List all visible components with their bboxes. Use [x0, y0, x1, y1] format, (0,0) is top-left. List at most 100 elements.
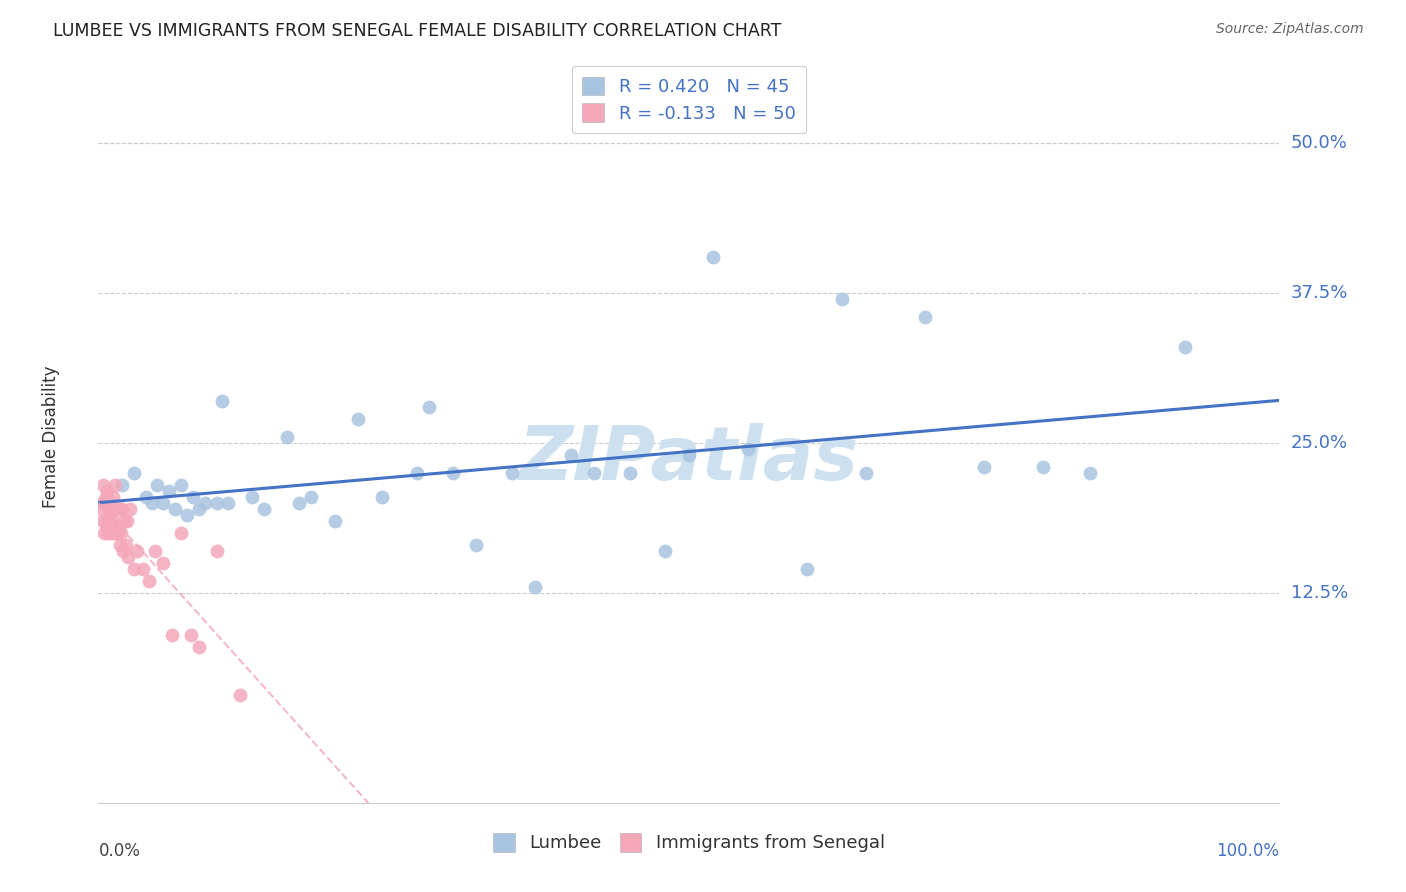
Point	[108, 538, 131, 552]
Point	[104, 520, 127, 534]
Point	[583, 466, 606, 480]
Point	[501, 466, 523, 480]
Point	[299, 490, 322, 504]
Point	[253, 502, 276, 516]
Point	[90, 502, 112, 516]
Point	[94, 514, 117, 528]
Point	[157, 483, 180, 498]
Point	[831, 292, 853, 306]
Point	[138, 574, 160, 588]
Point	[654, 544, 676, 558]
Point	[146, 478, 169, 492]
Point	[120, 502, 142, 516]
Point	[441, 466, 464, 480]
Point	[97, 526, 120, 541]
Point	[619, 466, 641, 480]
Point	[96, 483, 118, 498]
Text: LUMBEE VS IMMIGRANTS FROM SENEGAL FEMALE DISABILITY CORRELATION CHART: LUMBEE VS IMMIGRANTS FROM SENEGAL FEMALE…	[53, 22, 782, 40]
Point	[465, 538, 488, 552]
Text: 12.5%: 12.5%	[1291, 584, 1348, 602]
Point	[112, 544, 135, 558]
Text: 37.5%: 37.5%	[1291, 285, 1348, 302]
Point	[100, 502, 122, 516]
Point	[217, 496, 239, 510]
Point	[122, 562, 145, 576]
Point	[187, 502, 209, 516]
Point	[103, 502, 125, 516]
Point	[98, 502, 121, 516]
Point	[112, 514, 135, 528]
Point	[94, 490, 117, 504]
Text: ZIPatlas: ZIPatlas	[519, 423, 859, 496]
Point	[194, 496, 217, 510]
Point	[115, 514, 138, 528]
Point	[98, 520, 121, 534]
Point	[229, 688, 252, 702]
Point	[103, 526, 125, 541]
Point	[100, 526, 122, 541]
Point	[104, 478, 127, 492]
Point	[91, 478, 114, 492]
Point	[1174, 340, 1197, 354]
Point	[1032, 460, 1054, 475]
Point	[181, 490, 204, 504]
Point	[678, 448, 700, 462]
Point	[98, 502, 121, 516]
Point	[107, 502, 129, 516]
Point	[240, 490, 263, 504]
Point	[110, 526, 132, 541]
Point	[96, 520, 118, 534]
Legend: Lumbee, Immigrants from Senegal: Lumbee, Immigrants from Senegal	[486, 826, 891, 860]
Point	[737, 442, 759, 456]
Point	[97, 496, 120, 510]
Point	[288, 496, 311, 510]
Point	[1080, 466, 1102, 480]
Point	[796, 562, 818, 576]
Point	[855, 466, 877, 480]
Point	[108, 502, 131, 516]
Point	[135, 490, 157, 504]
Point	[702, 250, 724, 264]
Point	[170, 526, 193, 541]
Point	[105, 502, 128, 516]
Text: Source: ZipAtlas.com: Source: ZipAtlas.com	[1216, 22, 1364, 37]
Point	[205, 544, 228, 558]
Point	[180, 628, 202, 642]
Point	[105, 526, 128, 541]
Point	[418, 400, 440, 414]
Text: 0.0%: 0.0%	[98, 842, 141, 860]
Point	[111, 502, 134, 516]
Point	[93, 496, 115, 510]
Point	[187, 640, 209, 654]
Point	[91, 514, 114, 528]
Point	[98, 514, 121, 528]
Point	[101, 490, 124, 504]
Point	[560, 448, 582, 462]
Point	[91, 496, 114, 510]
Point	[101, 514, 124, 528]
Point	[132, 562, 155, 576]
Point	[406, 466, 429, 480]
Text: Female Disability: Female Disability	[42, 366, 60, 508]
Point	[117, 549, 139, 564]
Point	[111, 478, 134, 492]
Point	[914, 310, 936, 325]
Point	[160, 628, 183, 642]
Point	[152, 496, 174, 510]
Point	[105, 520, 128, 534]
Point	[276, 430, 298, 444]
Text: 100.0%: 100.0%	[1216, 842, 1279, 860]
Point	[114, 538, 136, 552]
Point	[371, 490, 394, 504]
Point	[170, 478, 193, 492]
Point	[122, 466, 145, 480]
Point	[347, 412, 370, 426]
Point	[524, 580, 547, 594]
Point	[141, 496, 163, 510]
Text: 25.0%: 25.0%	[1291, 434, 1348, 452]
Point	[143, 544, 166, 558]
Point	[165, 502, 187, 516]
Point	[176, 508, 198, 522]
Point	[93, 526, 115, 541]
Point	[323, 514, 346, 528]
